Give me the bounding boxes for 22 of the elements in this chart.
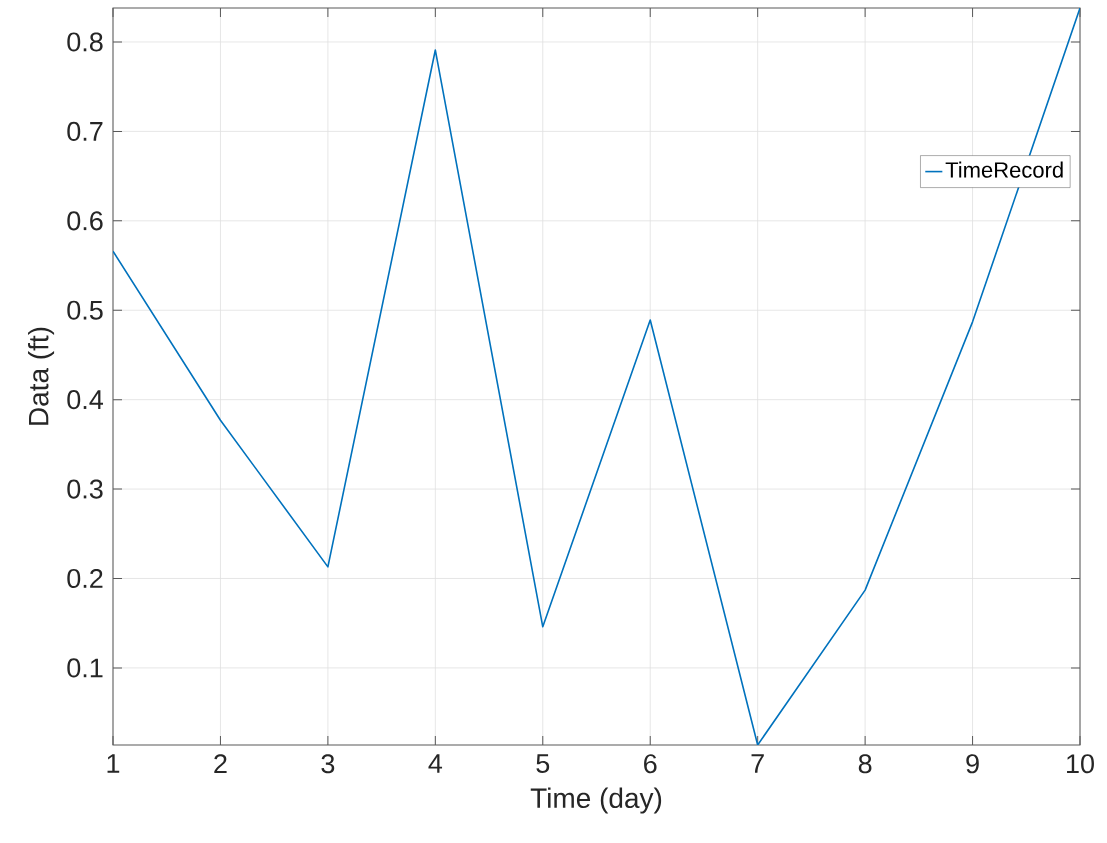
y-tick-label: 0.5 bbox=[67, 300, 103, 320]
y-tick-label: 0.2 bbox=[67, 568, 103, 589]
y-tick-label: 0.8 bbox=[67, 32, 103, 52]
x-tick-label: 9 bbox=[966, 754, 979, 774]
y-tick-label: 0.7 bbox=[67, 121, 103, 141]
x-tick-label: 3 bbox=[321, 754, 335, 774]
x-tick-label: 1 bbox=[107, 754, 120, 773]
y-tick-label: 0.3 bbox=[67, 479, 103, 499]
y-tick-label: 0.4 bbox=[67, 390, 104, 410]
x-tick-label: 6 bbox=[644, 754, 657, 774]
y-axis-title: Data (ft) bbox=[28, 327, 55, 425]
x-axis-title: Time (day) bbox=[530, 787, 662, 814]
legend-label: TimeRecord bbox=[945, 161, 1063, 178]
x-tick-label: 5 bbox=[536, 754, 550, 774]
x-tick-label: 2 bbox=[214, 754, 227, 774]
y-tick-label: 0.1 bbox=[67, 658, 103, 678]
line-series bbox=[113, 7, 1081, 745]
x-tick-label: 7 bbox=[751, 754, 764, 773]
y-tick-label: 0.6 bbox=[67, 211, 103, 231]
x-tick-label: 4 bbox=[428, 754, 443, 773]
x-tick-label: 8 bbox=[858, 754, 872, 774]
x-tick-label: 10 bbox=[1067, 754, 1094, 774]
